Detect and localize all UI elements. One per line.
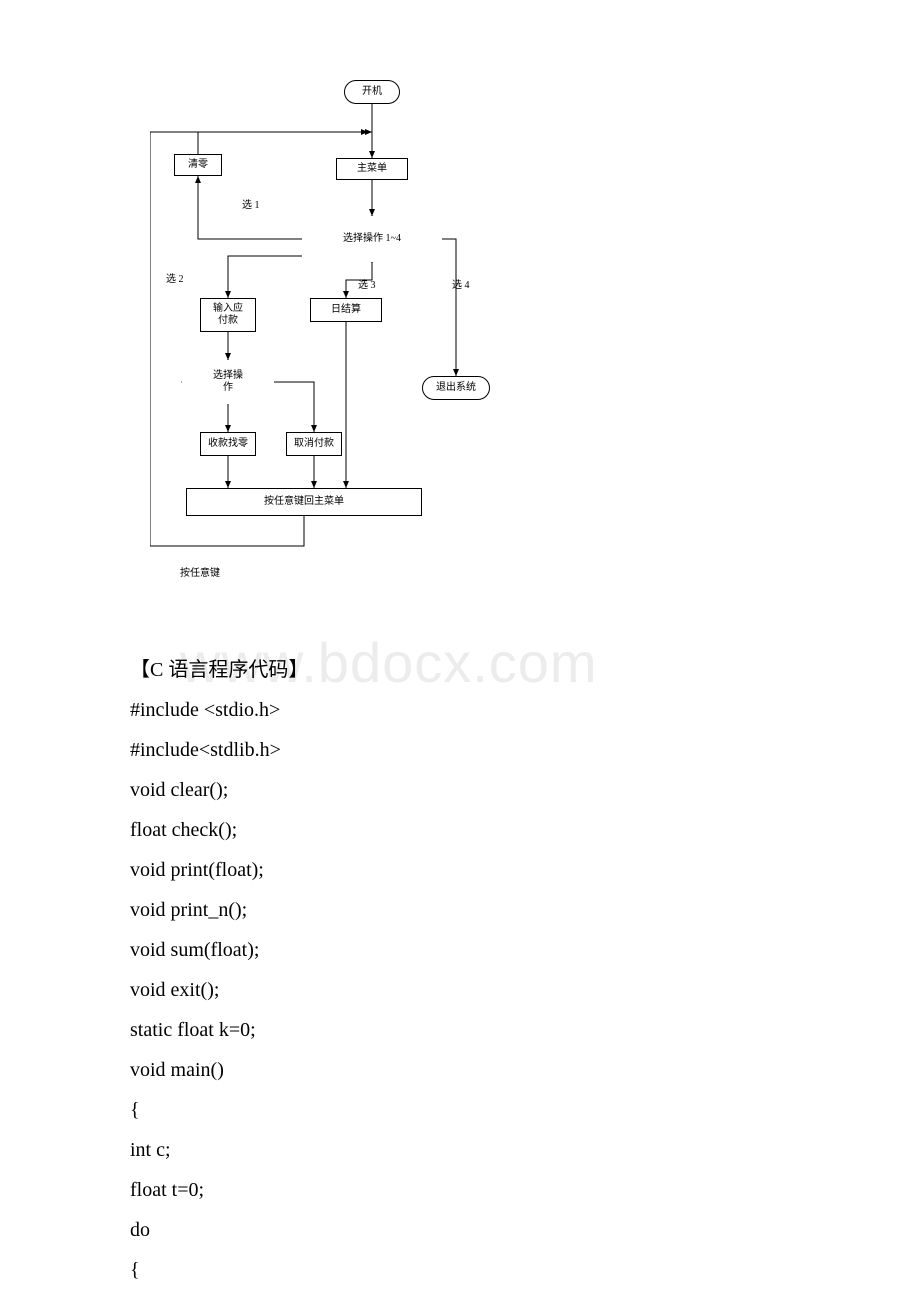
- node-collect: 收款找零: [200, 432, 256, 456]
- code-line: void clear();: [130, 770, 780, 810]
- node-inputpay: 输入应付款: [200, 298, 256, 332]
- code-line: void exit();: [130, 970, 780, 1010]
- node-clear: 清零: [174, 154, 222, 176]
- node-exitsys: 退出系统: [422, 376, 490, 400]
- document-text: 【C 语言程序代码】 #include <stdio.h>#include<st…: [130, 650, 780, 1290]
- node-decision1: 选择操作 1~4: [302, 216, 442, 262]
- code-line: void print_n();: [130, 890, 780, 930]
- node-cancelpay: 取消付款: [286, 432, 342, 456]
- code-line: float t=0;: [130, 1170, 780, 1210]
- code-line: int c;: [130, 1130, 780, 1170]
- code-line: #include<stdlib.h>: [130, 730, 780, 770]
- edge-label-sel2: 选 2: [166, 270, 184, 285]
- node-anykey: 按任意键回主菜单: [186, 488, 422, 516]
- code-line: void main(): [130, 1050, 780, 1090]
- edge-label-sel3: 选 3: [358, 276, 376, 291]
- node-decision2: 选择操作: [182, 360, 274, 404]
- code-line: void sum(float);: [130, 930, 780, 970]
- code-line: #include <stdio.h>: [130, 690, 780, 730]
- edge-label-sel4: 选 4: [452, 276, 470, 291]
- code-line: {: [130, 1250, 780, 1290]
- edge-label-sel1: 选 1: [242, 196, 260, 211]
- edge-label-anykey-note: 按任意键: [180, 564, 220, 579]
- node-daysettle: 日结算: [310, 298, 382, 322]
- code-block: #include <stdio.h>#include<stdlib.h>void…: [130, 690, 780, 1290]
- code-line: void print(float);: [130, 850, 780, 890]
- node-start: 开机: [344, 80, 400, 104]
- code-line: {: [130, 1090, 780, 1130]
- code-heading: 【C 语言程序代码】: [130, 650, 780, 690]
- flowchart-region: 开机 清零 主菜单 选择操作 1~4 输入应付款 日结算 退出系统 选择操作 收…: [150, 80, 570, 600]
- code-line: do: [130, 1210, 780, 1250]
- node-mainmenu: 主菜单: [336, 158, 408, 180]
- code-line: float check();: [130, 810, 780, 850]
- code-line: static float k=0;: [130, 1010, 780, 1050]
